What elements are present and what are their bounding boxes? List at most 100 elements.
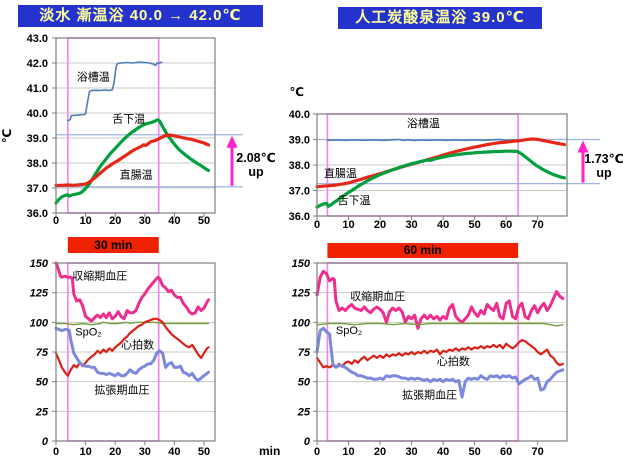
x-tick-label: 70 [532, 219, 544, 231]
x-tick-label: 20 [374, 219, 386, 231]
y-tick-label: 37.0 [289, 186, 310, 198]
x-tick-label: 30 [139, 215, 151, 227]
series-bath-temp-line [326, 138, 519, 142]
x-tick-label: 50 [469, 446, 481, 458]
y-tick-label: 38.0 [289, 160, 310, 172]
series-diastolic-bp-label: 拡張期血圧 [94, 383, 149, 397]
y-tick-label: 42.0 [27, 58, 48, 70]
x-axis-unit-label: min [259, 444, 280, 458]
x-tick-label: 40 [437, 219, 449, 231]
series-rectal-temp-label: 直腸温 [120, 168, 153, 182]
series-diastolic-bp-line [54, 326, 210, 382]
duration-banner-label: 60 min [404, 243, 442, 257]
series-spo2-line [316, 322, 564, 327]
x-tick-label: 0 [314, 219, 320, 231]
x-tick-label: 50 [198, 215, 210, 227]
x-tick-label: 50 [198, 446, 210, 458]
y-tick-label: 125 [292, 288, 311, 300]
series-rectal-temp-line [54, 133, 211, 188]
annotation-value: 1.73℃ [584, 152, 623, 166]
y-axis-unit-label: ℃ [289, 85, 304, 99]
freshwater-title: 淡水 漸温浴 40.0 → 42.0℃ [18, 5, 263, 27]
x-tick-label: 10 [342, 219, 354, 231]
series-diastolic-bp-label: 拡張期血圧 [402, 387, 457, 401]
x-tick-label: 20 [374, 446, 386, 458]
y-tick-label: 0 [304, 436, 311, 448]
series-systolic-bp-line [315, 269, 565, 330]
co2-title: 人工炭酸泉温浴 39.0℃ [338, 7, 542, 29]
x-tick-label: 10 [79, 215, 91, 227]
x-tick-label: 70 [532, 446, 544, 458]
x-tick-label: 0 [53, 215, 59, 227]
x-tick-label: 30 [139, 446, 151, 458]
annotation-value: 2.08℃ [236, 151, 275, 165]
y-tick-label: 36.0 [289, 211, 310, 223]
series-heart-rate-label: 心拍数 [121, 337, 154, 351]
series-heart-rate-line [315, 339, 564, 369]
x-tick-label: 20 [109, 215, 121, 227]
series-spo2-line [55, 321, 210, 326]
series-spo2-label: SpO₂ [336, 325, 362, 337]
x-tick-label: 40 [168, 215, 180, 227]
y-tick-label: 41.0 [27, 83, 48, 95]
plot-border [55, 37, 216, 214]
x-tick-label: 60 [500, 446, 512, 458]
y-tick-label: 75 [298, 347, 311, 359]
x-tick-label: 10 [79, 446, 91, 458]
x-tick-label: 30 [405, 219, 417, 231]
duration-banner [327, 243, 519, 258]
series-diastolic-bp-line [315, 326, 565, 399]
y-tick-label: 100 [292, 317, 311, 329]
series-systolic-bp-line [54, 261, 210, 323]
series-bath-temp-line [67, 61, 163, 122]
y-tick-label: 38.0 [27, 158, 48, 170]
y-tick-label: 40.0 [289, 109, 310, 121]
y-tick-label: 40.0 [27, 108, 48, 120]
x-tick-label: 10 [342, 446, 354, 458]
series-bath-temp-label: 浴槽温 [77, 71, 110, 84]
series-sublingual-temp-line [315, 149, 567, 209]
series-systolic-bp-label: 収縮期血圧 [350, 289, 405, 303]
series-heart-rate-label: 心拍数 [437, 354, 470, 368]
y-tick-label: 50 [298, 377, 311, 389]
x-tick-label: 60 [500, 219, 512, 231]
x-tick-label: 40 [168, 446, 180, 458]
y-tick-label: 50 [36, 377, 49, 389]
y-tick-label: 25 [297, 406, 311, 418]
series-rectal-temp-line [315, 137, 567, 189]
y-tick-label: 75 [36, 347, 49, 359]
annotation-suffix: up [248, 165, 264, 179]
x-tick-label: 20 [109, 446, 121, 458]
y-tick-label: 25 [35, 406, 49, 418]
series-systolic-bp-label: 収縮期血圧 [72, 269, 127, 283]
series-sublingual-temp-label: 舌下温 [112, 113, 145, 126]
y-tick-label: 125 [30, 288, 49, 300]
series-spo2-label: SpO₂ [75, 326, 101, 338]
series-rectal-temp-label: 直腸温 [324, 166, 357, 180]
y-tick-label: 100 [30, 317, 49, 329]
y-tick-label: 36.0 [27, 208, 48, 220]
annotation-suffix: up [596, 166, 612, 180]
y-tick-label: 37.0 [27, 183, 48, 195]
up-arrow-head [226, 135, 238, 148]
x-tick-label: 50 [469, 219, 481, 231]
y-axis-unit-label: ℃ [0, 129, 14, 144]
y-tick-label: 150 [292, 258, 311, 270]
series-bath-temp-label: 浴槽温 [407, 117, 440, 130]
y-tick-label: 150 [30, 258, 49, 270]
x-tick-label: 40 [437, 446, 449, 458]
duration-banner-label: 30 min [94, 238, 132, 252]
up-arrow-head [577, 140, 589, 153]
y-tick-label: 39.0 [27, 133, 48, 145]
y-tick-label: 0 [42, 436, 49, 448]
x-tick-label: 30 [405, 446, 417, 458]
duration-banner [67, 237, 159, 253]
y-tick-label: 39.0 [289, 135, 310, 147]
y-tick-label: 43.0 [27, 33, 48, 45]
series-sublingual-temp-line [54, 118, 211, 205]
